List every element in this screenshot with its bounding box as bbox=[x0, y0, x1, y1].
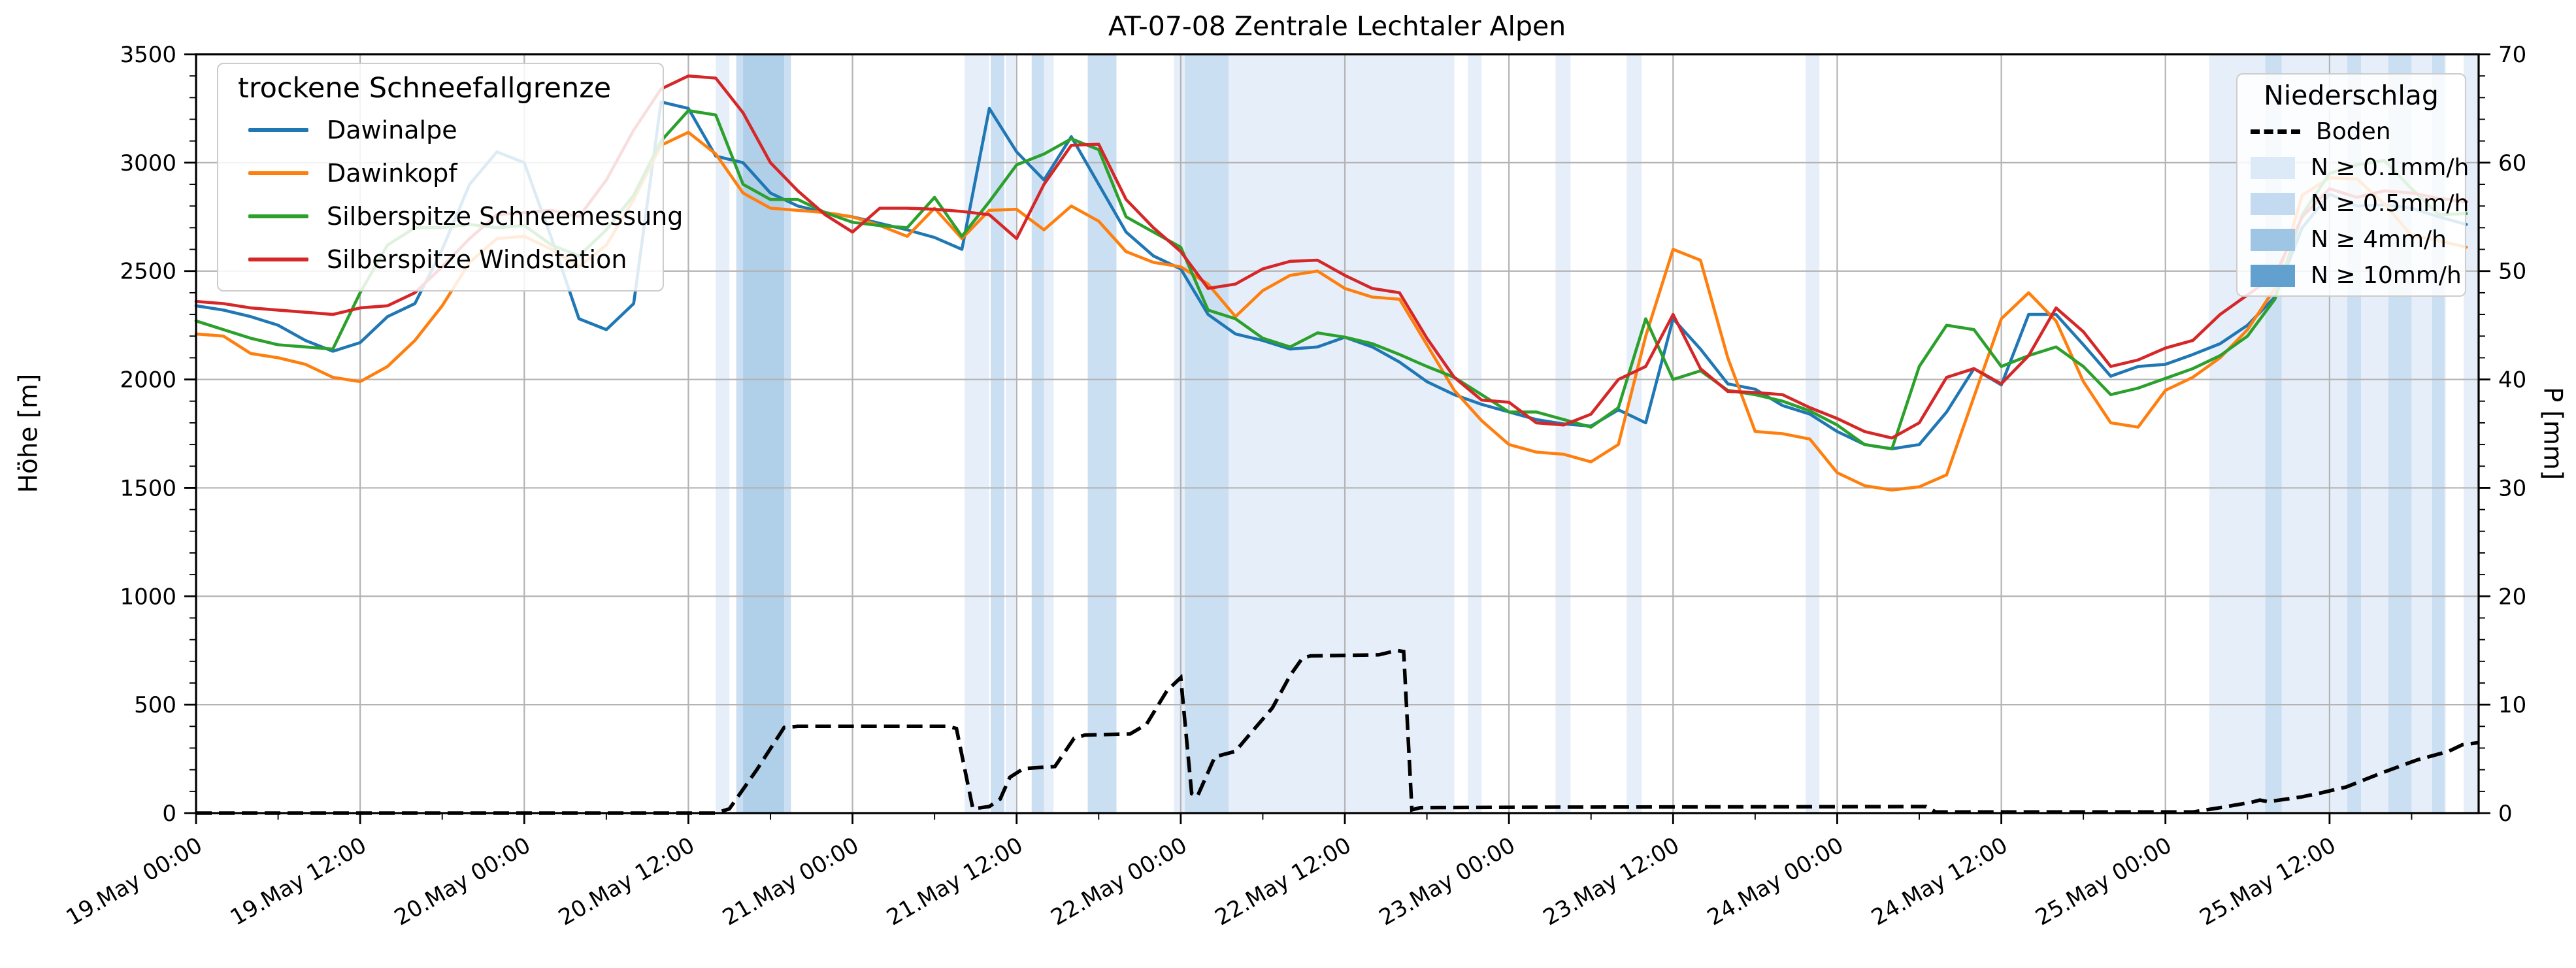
y-right-tick-label: 20 bbox=[2498, 584, 2526, 610]
precip-band-0.1 bbox=[1627, 54, 1642, 813]
line-swatch-dawinalpe bbox=[248, 128, 308, 132]
boden-line bbox=[196, 648, 2479, 815]
y-right-tick-label: 50 bbox=[2498, 259, 2526, 285]
precip-band-0.5 bbox=[1185, 54, 1229, 813]
legend-item-dawinkopf: Dawinkopf bbox=[238, 152, 643, 195]
legend-item-windstation: Silberspitze Windstation bbox=[238, 238, 643, 281]
y-left-tick-label: 0 bbox=[162, 801, 176, 827]
legend-item-label: Boden bbox=[2316, 118, 2391, 145]
legend-item-schneemessung: Silberspitze Schneemessung bbox=[238, 195, 683, 238]
patch-swatch-n05 bbox=[2251, 192, 2295, 215]
precip-band-4 bbox=[743, 54, 784, 813]
patch-swatch-n4 bbox=[2251, 228, 2295, 251]
y-left-tick-label: 1000 bbox=[120, 584, 176, 610]
x-tick-label: 19.May 00:00 bbox=[62, 832, 207, 931]
y-left-tick-label: 2500 bbox=[120, 259, 176, 285]
y-right-tick-label: 0 bbox=[2498, 801, 2513, 827]
dashed-line-swatch bbox=[2251, 129, 2300, 134]
x-tick-label: 22.May 12:00 bbox=[1211, 832, 1356, 931]
x-tick-label: 24.May 00:00 bbox=[1703, 832, 1848, 931]
y-right-tick-label: 30 bbox=[2498, 475, 2526, 501]
legend-item-label: Dawinalpe bbox=[327, 116, 457, 144]
legend-item-n4: N ≥ 4mm/h bbox=[2249, 222, 2453, 258]
legend-snowline-title: trockene Schneefallgrenze bbox=[238, 72, 612, 105]
y-left-tick-label: 2000 bbox=[120, 367, 176, 393]
legend-snowline: trockene Schneefallgrenze Dawinalpe Dawi… bbox=[217, 63, 683, 292]
series-line-dawinalpe bbox=[194, 100, 2468, 451]
y-left-tick-label: 3500 bbox=[120, 42, 176, 68]
y-right-tick-label: 70 bbox=[2498, 42, 2526, 68]
x-tick-label: 21.May 00:00 bbox=[718, 832, 863, 931]
legend-item-label: Silberspitze Schneemessung bbox=[327, 202, 684, 231]
chart-title: AT-07-08 Zentrale Lechtaler Alpen bbox=[1108, 10, 1566, 42]
legend-item-label: N ≥ 10mm/h bbox=[2311, 262, 2462, 289]
legend-item-n05: N ≥ 0.5mm/h bbox=[2249, 186, 2469, 222]
legend-item-label: Silberspitze Windstation bbox=[327, 245, 627, 274]
x-tick-label: 20.May 00:00 bbox=[390, 832, 535, 931]
x-tick-label: 25.May 00:00 bbox=[2031, 832, 2176, 931]
y-right-tick-label: 40 bbox=[2498, 367, 2526, 393]
y-left-tick-label: 3000 bbox=[120, 150, 176, 176]
precip-bands bbox=[716, 54, 2479, 813]
x-tick-label: 23.May 12:00 bbox=[1539, 832, 1684, 931]
legend-item-label: N ≥ 0.1mm/h bbox=[2311, 154, 2469, 181]
legend-item-label: N ≥ 0.5mm/h bbox=[2311, 190, 2469, 217]
precip-band-0.1 bbox=[1806, 54, 1820, 813]
x-tick-label: 19.May 12:00 bbox=[226, 832, 371, 931]
y-left-tick-label: 1500 bbox=[120, 475, 176, 501]
plot-border bbox=[195, 53, 2480, 814]
x-tick-label: 22.May 00:00 bbox=[1046, 832, 1191, 931]
legend-precipitation-title: Niederschlag bbox=[2264, 80, 2439, 111]
precip-band-0.1 bbox=[965, 54, 989, 813]
x-tick-label: 20.May 12:00 bbox=[554, 832, 699, 931]
y-axis-label-left: Höhe [m] bbox=[14, 373, 44, 493]
x-tick-label: 23.May 00:00 bbox=[1375, 832, 1520, 931]
x-tick-label: 21.May 12:00 bbox=[882, 832, 1027, 931]
legend-item-boden: Boden bbox=[2249, 114, 2453, 150]
legend-item-dawinalpe: Dawinalpe bbox=[238, 108, 643, 152]
precip-band-0.1 bbox=[1005, 54, 1016, 813]
precip-band-0.1 bbox=[1468, 54, 1482, 813]
patch-swatch-n10 bbox=[2251, 264, 2295, 287]
patch-swatch-n01 bbox=[2251, 156, 2295, 179]
y-right-tick-label: 10 bbox=[2498, 692, 2526, 718]
precip-band-0.5 bbox=[1031, 54, 1044, 813]
legend-item-label: N ≥ 4mm/h bbox=[2311, 226, 2447, 253]
x-tick-label: 24.May 12:00 bbox=[1867, 832, 2012, 931]
ticks bbox=[184, 53, 2490, 824]
x-tick-label: 25.May 12:00 bbox=[2195, 832, 2340, 931]
line-swatch-dawinkopf bbox=[248, 171, 308, 175]
y-left-tick-label: 500 bbox=[134, 692, 176, 718]
precip-band-0.5 bbox=[990, 54, 1004, 813]
precip-band-0.1 bbox=[1044, 54, 1054, 813]
legend-item-n10: N ≥ 10mm/h bbox=[2249, 258, 2462, 293]
y-axis-label-right: P [mm] bbox=[2537, 386, 2568, 480]
line-swatch-schneemessung bbox=[248, 214, 308, 218]
precip-band-0.1 bbox=[1555, 54, 1571, 813]
y-right-tick-label: 60 bbox=[2498, 150, 2526, 176]
line-swatch-windstation bbox=[248, 258, 308, 261]
legend-item-label: Dawinkopf bbox=[327, 159, 457, 188]
legend-precipitation: Niederschlag Boden N ≥ 0.1mm/h N ≥ 0.5mm… bbox=[2236, 73, 2469, 297]
precip-band-0.1 bbox=[716, 54, 730, 813]
precip-band-0.1 bbox=[2463, 54, 2479, 813]
legend-item-n01: N ≥ 0.1mm/h bbox=[2249, 150, 2469, 186]
